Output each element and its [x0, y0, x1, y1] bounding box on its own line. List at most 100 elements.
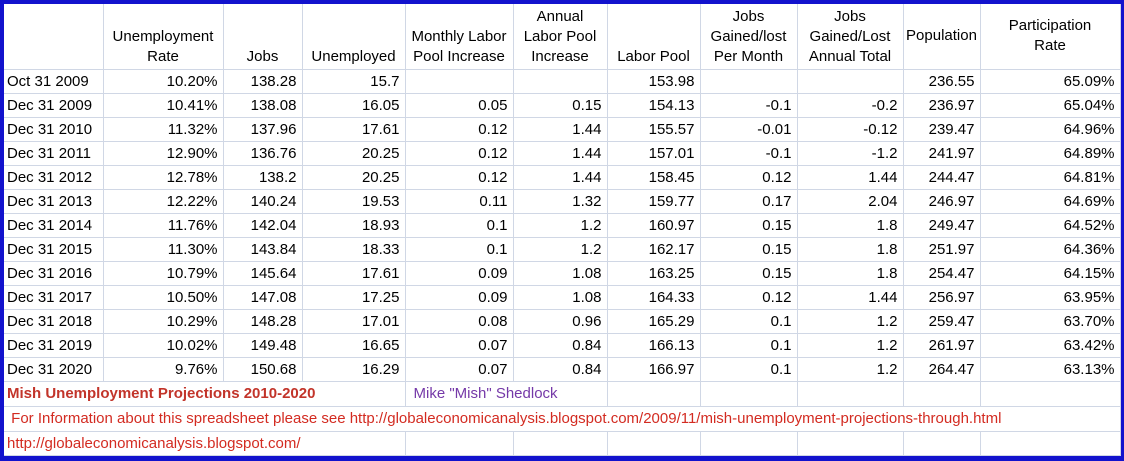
- value-cell[interactable]: 0.1: [405, 213, 514, 238]
- empty-cell[interactable]: [607, 431, 701, 456]
- value-cell[interactable]: 166.97: [607, 357, 701, 382]
- value-cell[interactable]: 236.55: [903, 69, 981, 94]
- value-cell[interactable]: 1.8: [797, 237, 904, 262]
- value-cell[interactable]: 0.07: [405, 357, 514, 382]
- value-cell[interactable]: 17.01: [302, 309, 406, 334]
- empty-cell[interactable]: [797, 381, 904, 407]
- value-cell[interactable]: 138.28: [223, 69, 303, 94]
- value-cell[interactable]: 1.44: [513, 117, 608, 142]
- value-cell[interactable]: 143.84: [223, 237, 303, 262]
- value-cell[interactable]: 1.44: [797, 165, 904, 190]
- value-cell[interactable]: 166.13: [607, 333, 701, 358]
- value-cell[interactable]: 64.81%: [980, 165, 1121, 190]
- value-cell[interactable]: 0.12: [700, 165, 798, 190]
- value-cell[interactable]: 0.96: [513, 309, 608, 334]
- date-cell[interactable]: Dec 31 2020: [4, 357, 104, 382]
- value-cell[interactable]: 249.47: [903, 213, 981, 238]
- blog-url-text[interactable]: http://globaleconomicanalysis.blogspot.c…: [4, 431, 406, 456]
- value-cell[interactable]: 16.05: [302, 93, 406, 118]
- value-cell[interactable]: 162.17: [607, 237, 701, 262]
- value-cell[interactable]: 63.95%: [980, 285, 1121, 310]
- value-cell[interactable]: -0.2: [797, 93, 904, 118]
- value-cell[interactable]: 0.05: [405, 93, 514, 118]
- value-cell[interactable]: 16.29: [302, 357, 406, 382]
- value-cell[interactable]: 63.42%: [980, 333, 1121, 358]
- value-cell[interactable]: 155.57: [607, 117, 701, 142]
- value-cell[interactable]: 12.22%: [103, 189, 224, 214]
- value-cell[interactable]: 244.47: [903, 165, 981, 190]
- empty-cell[interactable]: [405, 431, 514, 456]
- value-cell[interactable]: 153.98: [607, 69, 701, 94]
- value-cell[interactable]: 1.2: [797, 309, 904, 334]
- value-cell[interactable]: 16.65: [302, 333, 406, 358]
- value-cell[interactable]: 17.61: [302, 117, 406, 142]
- value-cell[interactable]: 0.11: [405, 189, 514, 214]
- value-cell[interactable]: 0.1: [700, 309, 798, 334]
- column-header-annual-labor-pool-increase[interactable]: Annual Labor Pool Increase: [513, 4, 608, 70]
- value-cell[interactable]: 148.28: [223, 309, 303, 334]
- value-cell[interactable]: 0.12: [700, 285, 798, 310]
- value-cell[interactable]: 1.8: [797, 213, 904, 238]
- empty-cell[interactable]: [980, 381, 1121, 407]
- value-cell[interactable]: 0.17: [700, 189, 798, 214]
- value-cell[interactable]: [700, 69, 798, 94]
- value-cell[interactable]: 9.76%: [103, 357, 224, 382]
- column-header-participation-rate[interactable]: Participation Rate: [980, 4, 1121, 70]
- date-cell[interactable]: Dec 31 2013: [4, 189, 104, 214]
- value-cell[interactable]: 20.25: [302, 141, 406, 166]
- value-cell[interactable]: 1.2: [513, 213, 608, 238]
- value-cell[interactable]: 0.09: [405, 285, 514, 310]
- value-cell[interactable]: 10.02%: [103, 333, 224, 358]
- value-cell[interactable]: 0.09: [405, 261, 514, 286]
- value-cell[interactable]: 1.2: [797, 357, 904, 382]
- date-cell[interactable]: Oct 31 2009: [4, 69, 104, 94]
- value-cell[interactable]: [797, 69, 904, 94]
- empty-cell[interactable]: [903, 431, 981, 456]
- empty-cell[interactable]: [980, 431, 1121, 456]
- value-cell[interactable]: 19.53: [302, 189, 406, 214]
- value-cell[interactable]: 12.78%: [103, 165, 224, 190]
- value-cell[interactable]: 159.77: [607, 189, 701, 214]
- value-cell[interactable]: 2.04: [797, 189, 904, 214]
- date-cell[interactable]: Dec 31 2012: [4, 165, 104, 190]
- value-cell[interactable]: 138.2: [223, 165, 303, 190]
- column-header-date[interactable]: [4, 4, 104, 70]
- value-cell[interactable]: 138.08: [223, 93, 303, 118]
- value-cell[interactable]: 0.1: [405, 237, 514, 262]
- value-cell[interactable]: 164.33: [607, 285, 701, 310]
- value-cell[interactable]: -1.2: [797, 141, 904, 166]
- value-cell[interactable]: 0.84: [513, 333, 608, 358]
- value-cell[interactable]: 15.7: [302, 69, 406, 94]
- value-cell[interactable]: 18.33: [302, 237, 406, 262]
- value-cell[interactable]: 145.64: [223, 261, 303, 286]
- value-cell[interactable]: 11.32%: [103, 117, 224, 142]
- value-cell[interactable]: 149.48: [223, 333, 303, 358]
- value-cell[interactable]: 259.47: [903, 309, 981, 334]
- value-cell[interactable]: 1.8: [797, 261, 904, 286]
- value-cell[interactable]: 65.04%: [980, 93, 1121, 118]
- date-cell[interactable]: Dec 31 2015: [4, 237, 104, 262]
- author-text[interactable]: Mike "Mish" Shedlock: [405, 381, 608, 407]
- date-cell[interactable]: Dec 31 2017: [4, 285, 104, 310]
- empty-cell[interactable]: [797, 431, 904, 456]
- column-header-jobs-gained-lost-annual-total[interactable]: Jobs Gained/Lost Annual Total: [797, 4, 904, 70]
- value-cell[interactable]: 1.08: [513, 261, 608, 286]
- date-cell[interactable]: Dec 31 2014: [4, 213, 104, 238]
- value-cell[interactable]: 12.90%: [103, 141, 224, 166]
- value-cell[interactable]: 239.47: [903, 117, 981, 142]
- value-cell[interactable]: 137.96: [223, 117, 303, 142]
- value-cell[interactable]: 64.96%: [980, 117, 1121, 142]
- value-cell[interactable]: 0.1: [700, 357, 798, 382]
- column-header-monthly-labor-pool-increase[interactable]: Monthly Labor Pool Increase: [405, 4, 514, 70]
- value-cell[interactable]: 264.47: [903, 357, 981, 382]
- column-header-unemployed[interactable]: Unemployed: [302, 4, 406, 70]
- value-cell[interactable]: 17.25: [302, 285, 406, 310]
- column-header-labor-pool[interactable]: Labor Pool: [607, 4, 701, 70]
- value-cell[interactable]: 65.09%: [980, 69, 1121, 94]
- value-cell[interactable]: -0.1: [700, 93, 798, 118]
- value-cell[interactable]: 63.13%: [980, 357, 1121, 382]
- value-cell[interactable]: 64.36%: [980, 237, 1121, 262]
- value-cell[interactable]: 20.25: [302, 165, 406, 190]
- value-cell[interactable]: 163.25: [607, 261, 701, 286]
- value-cell[interactable]: 1.44: [797, 285, 904, 310]
